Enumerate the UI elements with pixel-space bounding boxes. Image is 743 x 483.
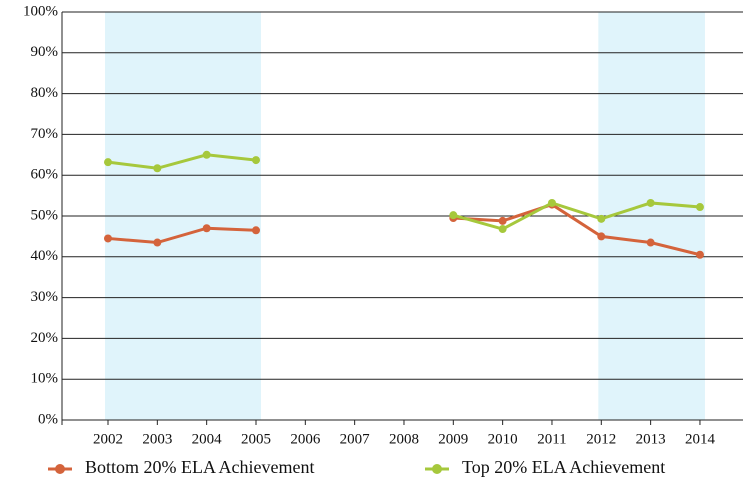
y-tick-label: 10% — [31, 371, 59, 387]
legend-label: Top 20% ELA Achievement — [462, 457, 665, 477]
data-point — [498, 216, 507, 225]
data-point — [695, 250, 704, 259]
data-point — [251, 226, 260, 235]
data-point — [202, 224, 211, 233]
y-tick-label: 30% — [31, 289, 59, 305]
x-tick-label: 2011 — [537, 431, 566, 447]
y-tick-label: 0% — [38, 411, 58, 427]
y-tick-label: 60% — [31, 167, 59, 183]
y-tick-label: 100% — [23, 3, 58, 19]
x-tick-label: 2005 — [241, 431, 271, 447]
x-tick-label: 2010 — [488, 431, 518, 447]
series-line — [107, 153, 701, 231]
data-point — [646, 238, 655, 247]
data-point — [153, 164, 162, 173]
data-point — [695, 203, 704, 212]
data-point — [104, 158, 112, 167]
x-tick-label: 2007 — [340, 431, 371, 447]
x-tick-label: 2013 — [636, 431, 666, 447]
data-point — [104, 234, 112, 243]
data-point — [202, 150, 211, 159]
y-tick-label: 80% — [31, 85, 59, 101]
x-tick-label: 2012 — [586, 431, 616, 447]
x-tick-label: 2009 — [438, 431, 468, 447]
y-tick-label: 90% — [31, 44, 59, 60]
data-point — [597, 214, 606, 223]
series-line — [107, 202, 701, 257]
data-point — [646, 198, 655, 207]
x-tick-label: 2004 — [192, 431, 223, 447]
legend-marker — [55, 464, 65, 474]
legend-marker — [432, 464, 442, 474]
y-tick-label: 20% — [31, 330, 59, 346]
x-tick-label: 2008 — [389, 431, 419, 447]
data-point — [449, 211, 458, 220]
data-point — [251, 156, 260, 165]
y-tick-label: 50% — [31, 207, 59, 223]
y-tick-label: 40% — [31, 248, 59, 264]
x-tick-label: 2014 — [685, 431, 716, 447]
data-point — [547, 198, 556, 207]
x-tick-label: 2002 — [93, 431, 123, 447]
x-tick-label: 2006 — [290, 431, 321, 447]
data-point — [153, 238, 162, 247]
x-tick-label: 2003 — [142, 431, 172, 447]
y-tick-label: 70% — [31, 126, 59, 142]
data-point — [597, 232, 606, 241]
data-point — [498, 225, 507, 234]
legend-label: Bottom 20% ELA Achievement — [85, 457, 314, 477]
